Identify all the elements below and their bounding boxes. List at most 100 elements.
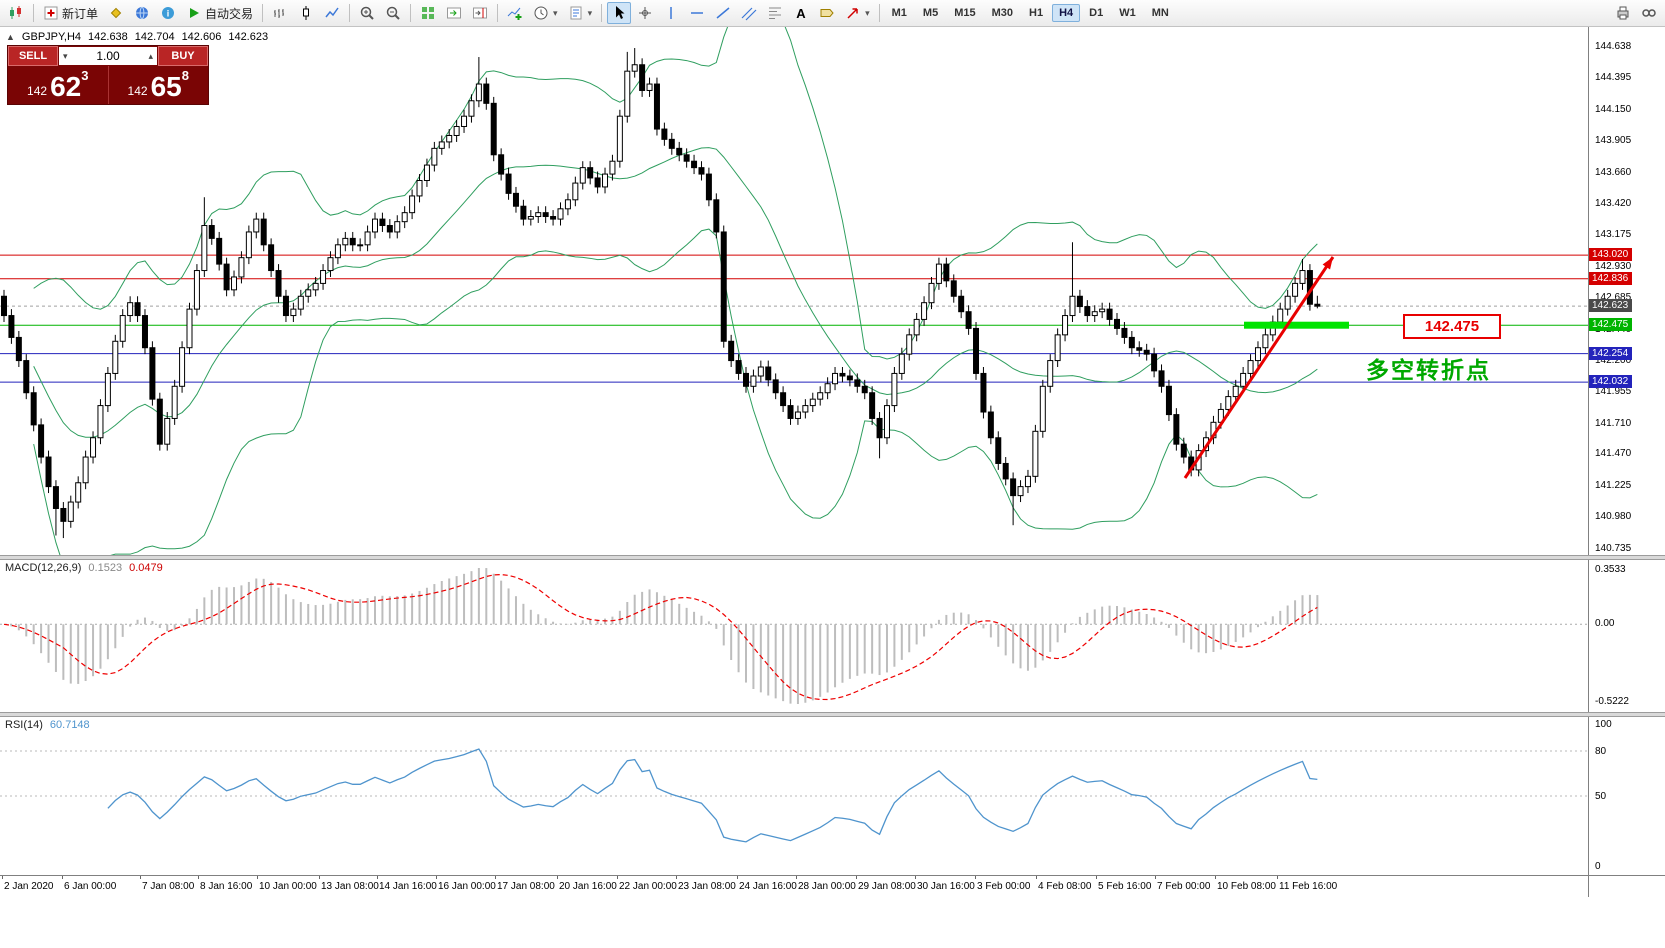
tile-windows-button[interactable] [416,2,440,24]
zoom-out-button[interactable] [381,2,405,24]
text-button[interactable]: A [789,2,813,24]
market-watch-button[interactable] [130,2,154,24]
time-tick [557,876,558,879]
price-axis-label: 140.735 [1595,543,1632,554]
price-tag[interactable]: 142.475 [1589,318,1633,332]
turning-point-note[interactable]: 多空转折点 [1366,357,1491,383]
price-chart[interactable] [0,27,1588,555]
macd-panel: 0.3533 0.00 -0.5222 MACD(12,26,9) 0.1523 0… [0,560,1665,712]
auto-scroll-icon [446,5,462,21]
time-axis-label: 28 Jan 00:00 [798,881,856,892]
volume-decrease-button[interactable]: ▾ [63,50,68,61]
crosshair-button[interactable] [633,2,657,24]
price-axis-label: 142.685 [1595,292,1632,304]
timeframe-w1[interactable]: W1 [1119,7,1136,19]
timeframe-m5[interactable]: M5 [922,7,939,19]
price-axis-label: 141.955 [1595,386,1632,398]
price-axis-label: 144.395 [1595,72,1632,84]
print-button[interactable] [1611,2,1635,24]
price-axis-label: 144.150 [1595,103,1632,115]
arrows-button[interactable]: ▾ [841,2,874,24]
sell-button[interactable]: SELL [8,46,58,66]
price-tag[interactable]: 143.020 [1589,248,1633,262]
auto-trading-button[interactable]: 自动交易 [182,2,257,25]
volume-increase-button[interactable]: ▴ [148,50,153,61]
arrows-icon [845,5,861,21]
price-tag[interactable]: 142.836 [1589,271,1633,285]
time-axis-label: 22 Jan 00:00 [619,881,677,892]
timeframe-m15[interactable]: M15 [954,7,976,19]
time-axis-label: 11 Feb 16:00 [1279,881,1338,892]
price-tag[interactable]: 142.254 [1589,346,1633,360]
zoom-in-button[interactable] [355,2,379,24]
price-axis-label: 142.930 [1595,260,1632,272]
price-annotation-box[interactable]: 142.475 [1403,314,1501,339]
time-axis-label: 17 Jan 08:00 [497,881,555,892]
price-tag[interactable]: 142.623 [1589,299,1633,313]
templates-button[interactable]: ▾ [564,2,597,24]
metaeditor-button[interactable] [104,2,128,24]
fibonacci-button[interactable] [763,2,787,24]
time-axis-label: 2 Jan 2020 [4,881,54,892]
chart-shift-button[interactable] [468,2,492,24]
periods-button[interactable]: ▾ [529,2,562,24]
sell-price[interactable]: 142 62 3 [8,66,109,104]
info-icon: i [160,5,176,21]
buy-button[interactable]: BUY [158,46,208,66]
panel-separator[interactable] [0,712,1665,717]
support-zone-line[interactable] [1244,321,1349,329]
volume-stepper[interactable]: ▾ 1.00 ▴ [59,47,157,65]
auto-scroll-button[interactable] [442,2,466,24]
price-axis[interactable]: 144.638 144.395 144.150 143.905 143.660 143.4… [1588,27,1665,555]
panel-separator[interactable] [0,555,1665,560]
horizontal-line-button[interactable] [685,2,709,24]
candlestick-chart-button[interactable] [294,2,318,24]
diamond-yellow-icon [108,5,124,21]
time-tick [1155,876,1156,879]
ohlc-open: 142.638 [88,31,128,43]
data-window-button[interactable]: i [156,2,180,24]
indicators-button[interactable] [503,2,527,24]
price-axis-label: 143.175 [1595,229,1632,241]
time-tick [737,876,738,879]
channel-button[interactable] [737,2,761,24]
app-logo[interactable] [4,2,28,24]
auto-trading-button-label: 自动交易 [205,6,254,21]
timeframe-m1[interactable]: M1 [891,7,907,19]
time-tick [198,876,199,879]
timeframe-m30[interactable]: M30 [991,7,1013,19]
periods-icon [533,5,549,21]
find-button[interactable] [1637,2,1661,24]
rsi-axis-label: 50 [1595,791,1607,802]
time-tick [495,876,496,879]
text-label-button[interactable] [815,2,839,24]
price-axis-label: 144.638 [1595,41,1632,52]
timeframe-h1[interactable]: H1 [1029,7,1044,19]
level-lines[interactable] [0,254,1588,383]
ohlc-close: 142.623 [228,31,269,43]
fibonacci-icon [767,5,783,21]
new-order-button[interactable]: 新订单 [39,2,102,25]
price-tag[interactable]: 142.032 [1589,375,1633,389]
timeframe-d1[interactable]: D1 [1089,7,1104,19]
timeframe-h4[interactable]: H4 [1052,4,1081,22]
zoom-in-icon [359,5,375,21]
timeframe-mn[interactable]: MN [1151,7,1169,19]
time-axis-label: 24 Jan 16:00 [739,881,797,892]
cursor-button[interactable] [607,2,632,24]
macd-chart[interactable] [0,560,1588,712]
time-axis-label: 29 Jan 08:00 [858,881,916,892]
time-axis[interactable]: 2 Jan 2020 6 Jan 00:00 7 Jan 08:00 8 Jan 16… [0,875,1665,897]
rsi-chart[interactable] [0,717,1588,875]
buy-price[interactable]: 142 65 8 [127,68,189,102]
vertical-line-button[interactable] [659,2,683,24]
trendline-button[interactable] [711,2,735,24]
bar-chart-button[interactable] [268,2,292,24]
time-axis-label: 13 Jan 08:00 [321,881,379,892]
new-order-button-label: 新订单 [62,6,99,21]
time-tick [975,876,976,879]
volume-value[interactable]: 1.00 [96,49,120,63]
trend-arrow[interactable] [1183,256,1335,479]
line-chart-button[interactable] [320,2,344,24]
